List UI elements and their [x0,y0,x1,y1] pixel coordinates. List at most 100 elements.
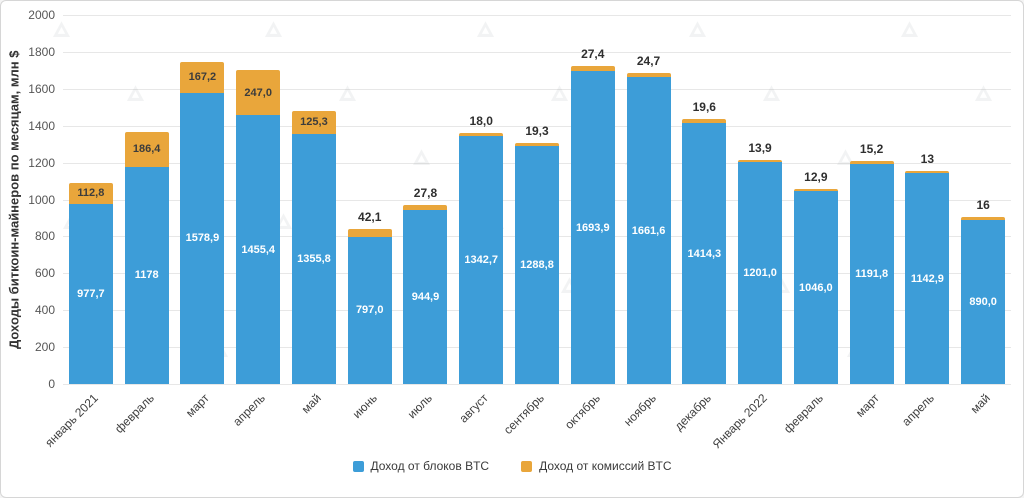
bar-segment-blocks[interactable]: 1693,9 [570,71,615,384]
fee-value-label: 42,1 [358,210,382,225]
watermark-logo-icon [475,19,496,45]
fee-value-label: 125,3 [300,116,328,129]
x-axis-label: октябрь [561,391,603,432]
bar-segment-fees[interactable] [905,170,950,174]
y-tick-label: 1200 [28,155,55,170]
fee-value-label: 112,8 [77,187,105,200]
bar-segment-blocks[interactable]: 1178 [124,166,169,384]
bar-segment-blocks[interactable]: 944,9 [403,209,448,384]
bar-segment-blocks[interactable]: 1046,0 [793,191,838,384]
bar-segment-blocks[interactable]: 890,0 [961,219,1006,384]
bar-group: 13,9 1201,0 [732,15,788,384]
bar-segment-blocks[interactable]: 1355,8 [291,133,336,384]
bar-segment-blocks[interactable]: 1201,0 [738,162,783,384]
legend-swatch-icon [521,460,533,472]
bar-group: 13 1142,9 [899,15,955,384]
block-value-label: 1693,9 [575,221,610,234]
bar-group: 42,1 797,0 [342,15,398,384]
watermark-logo-icon [835,147,856,173]
y-tick-label: 800 [34,229,55,244]
fee-value-label: 13 [920,151,935,166]
fee-value-label: 13,9 [748,140,772,155]
x-axis-label: май [967,391,994,417]
bar: 42,1 797,0 [347,15,392,384]
bar-segment-blocks[interactable]: 1455,4 [236,115,281,384]
bar-segment-blocks[interactable]: 797,0 [347,236,392,384]
legend-label: Доход от блоков BTC [370,459,490,473]
x-axis-label: январь 2021 [42,391,101,450]
block-value-label: 1355,8 [297,252,331,265]
block-value-label: 1178 [134,269,159,282]
bar-segment-fees[interactable] [849,161,894,165]
watermark-logo-icon [411,147,432,173]
bar-segment-fees[interactable] [403,204,448,210]
gridline [63,15,1011,16]
bar: 16 890,0 [961,15,1006,384]
legend-item[interactable]: Доход от комиссий BTC [521,459,671,473]
bar: 24,7 1661,6 [626,15,671,384]
bar: 13 1142,9 [905,15,950,384]
bar-segment-blocks[interactable]: 1142,9 [905,173,950,384]
bar-group: 18,0 1342,7 [453,15,509,384]
bar-segment-fees[interactable] [459,132,504,137]
y-tick-label: 1400 [28,118,55,133]
block-value-label: 944,9 [411,290,440,303]
bar-segment-blocks[interactable]: 1342,7 [459,136,504,384]
bar-segment-blocks[interactable]: 1288,8 [515,146,559,384]
bar-segment-fees[interactable] [682,119,727,124]
bar-segment-fees[interactable]: 125,3 [291,110,336,134]
fee-value-label: 27,8 [413,185,438,200]
bar-segment-blocks[interactable]: 977,7 [68,203,113,384]
bar-segment-fees[interactable]: 247,0 [236,69,281,116]
x-axis-label: февраль [111,391,157,436]
watermark-logo-icon [761,83,782,109]
block-value-label: 890,0 [969,295,997,308]
bar: 27,4 1693,9 [570,15,615,384]
bar-segment-fees[interactable]: 112,8 [68,182,113,204]
x-axis-label: март [183,391,213,420]
bar-segment-blocks[interactable]: 1578,9 [180,92,225,384]
bar: 186,4 1178 [124,15,169,384]
bar-group: 16 890,0 [955,15,1011,384]
bar-segment-fees[interactable] [570,66,615,72]
bar: 112,8 977,7 [68,15,113,384]
bar-group: 19,6 1414,3 [676,15,732,384]
x-axis-label: апрель [230,391,269,429]
bar-segment-fees[interactable] [626,72,671,78]
bar-segment-blocks[interactable]: 1661,6 [626,77,671,384]
x-axis-label: Январь 2022 [709,391,770,452]
fee-value-label: 167,2 [188,71,217,84]
bar-segment-fees[interactable] [515,142,559,147]
x-axis-label: август [456,391,492,426]
bar-segment-fees[interactable] [793,188,838,192]
x-axis-label: декабрь [671,391,715,434]
legend-label: Доход от комиссий BTC [539,459,672,473]
watermark-logo-icon [263,19,284,45]
bar-group: 186,4 1178 [119,15,175,384]
bar-segment-blocks[interactable]: 1414,3 [682,123,727,384]
fee-value-label: 247,0 [244,86,272,99]
bar-segment-fees[interactable] [961,216,1006,220]
bar: 247,0 1455,4 [236,15,281,384]
bar: 27,8 944,9 [403,15,448,384]
bar-segment-fees[interactable] [738,159,783,163]
bar-segment-fees[interactable]: 186,4 [124,132,169,167]
watermark-logo-icon [337,83,358,109]
fee-value-label: 15,2 [859,142,884,157]
y-tick-label: 0 [48,377,55,391]
legend-item[interactable]: Доход от блоков BTC [352,459,490,473]
bar-segment-fees[interactable]: 167,2 [180,61,225,93]
watermark-logo-icon [51,19,72,45]
block-value-label: 1455,4 [241,243,275,256]
bar-segment-fees[interactable] [347,229,392,237]
fee-value-label: 19,3 [525,123,549,138]
x-axis-label: май [298,391,324,417]
x-axis-label: март [852,391,882,420]
watermark-logo-icon [973,83,994,109]
x-axis-label: апрель [899,391,938,429]
bar-group: 19,3 1288,8 [509,15,565,384]
bar-segment-blocks[interactable]: 1191,8 [849,164,894,384]
bar-group: 112,8 977,7 [63,15,119,384]
y-tick-label: 600 [34,266,55,281]
x-axis-label: ноябрь [620,391,659,429]
